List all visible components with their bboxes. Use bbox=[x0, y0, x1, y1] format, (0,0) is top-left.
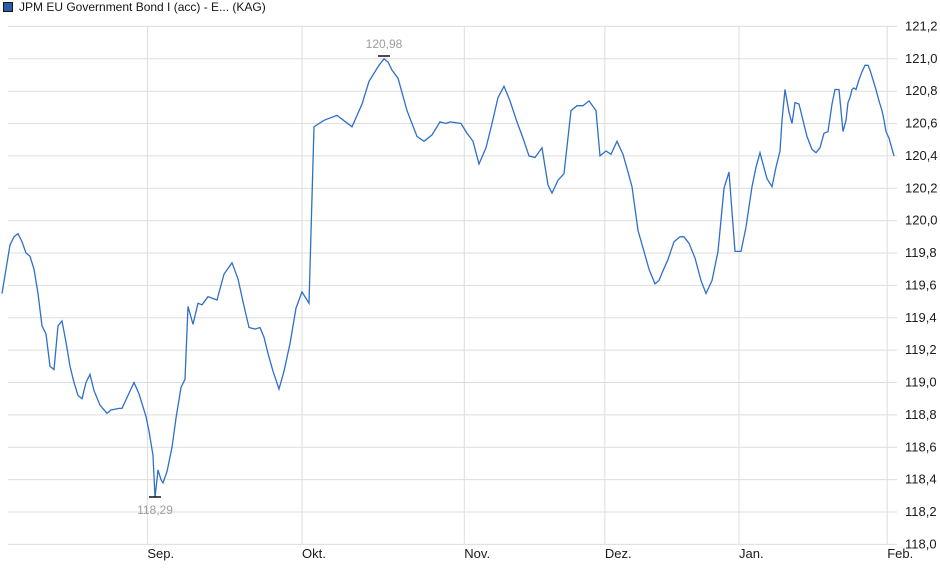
svg-text:120,4: 120,4 bbox=[905, 148, 938, 163]
svg-text:Okt.: Okt. bbox=[302, 546, 326, 561]
svg-text:118,6: 118,6 bbox=[905, 439, 937, 454]
svg-text:Nov.: Nov. bbox=[464, 546, 490, 561]
svg-text:119,8: 119,8 bbox=[905, 245, 937, 260]
svg-text:120,0: 120,0 bbox=[905, 213, 938, 228]
svg-text:120,2: 120,2 bbox=[905, 180, 938, 195]
svg-text:120,6: 120,6 bbox=[905, 116, 938, 131]
svg-text:118,2: 118,2 bbox=[905, 504, 937, 519]
svg-text:118,4: 118,4 bbox=[905, 472, 937, 487]
svg-text:Dez.: Dez. bbox=[605, 546, 632, 561]
svg-text:Sep.: Sep. bbox=[147, 546, 174, 561]
svg-text:118,29: 118,29 bbox=[137, 503, 173, 517]
svg-text:119,0: 119,0 bbox=[905, 375, 937, 390]
svg-text:119,4: 119,4 bbox=[905, 310, 937, 325]
svg-text:120,8: 120,8 bbox=[905, 83, 938, 98]
svg-text:Feb.: Feb. bbox=[887, 546, 913, 561]
svg-text:119,2: 119,2 bbox=[905, 342, 937, 357]
svg-text:121,0: 121,0 bbox=[905, 51, 938, 66]
svg-text:Jan.: Jan. bbox=[739, 546, 764, 561]
svg-text:118,8: 118,8 bbox=[905, 407, 937, 422]
svg-text:120,98: 120,98 bbox=[366, 37, 403, 51]
svg-text:119,6: 119,6 bbox=[905, 277, 937, 292]
svg-text:121,2: 121,2 bbox=[905, 18, 938, 33]
